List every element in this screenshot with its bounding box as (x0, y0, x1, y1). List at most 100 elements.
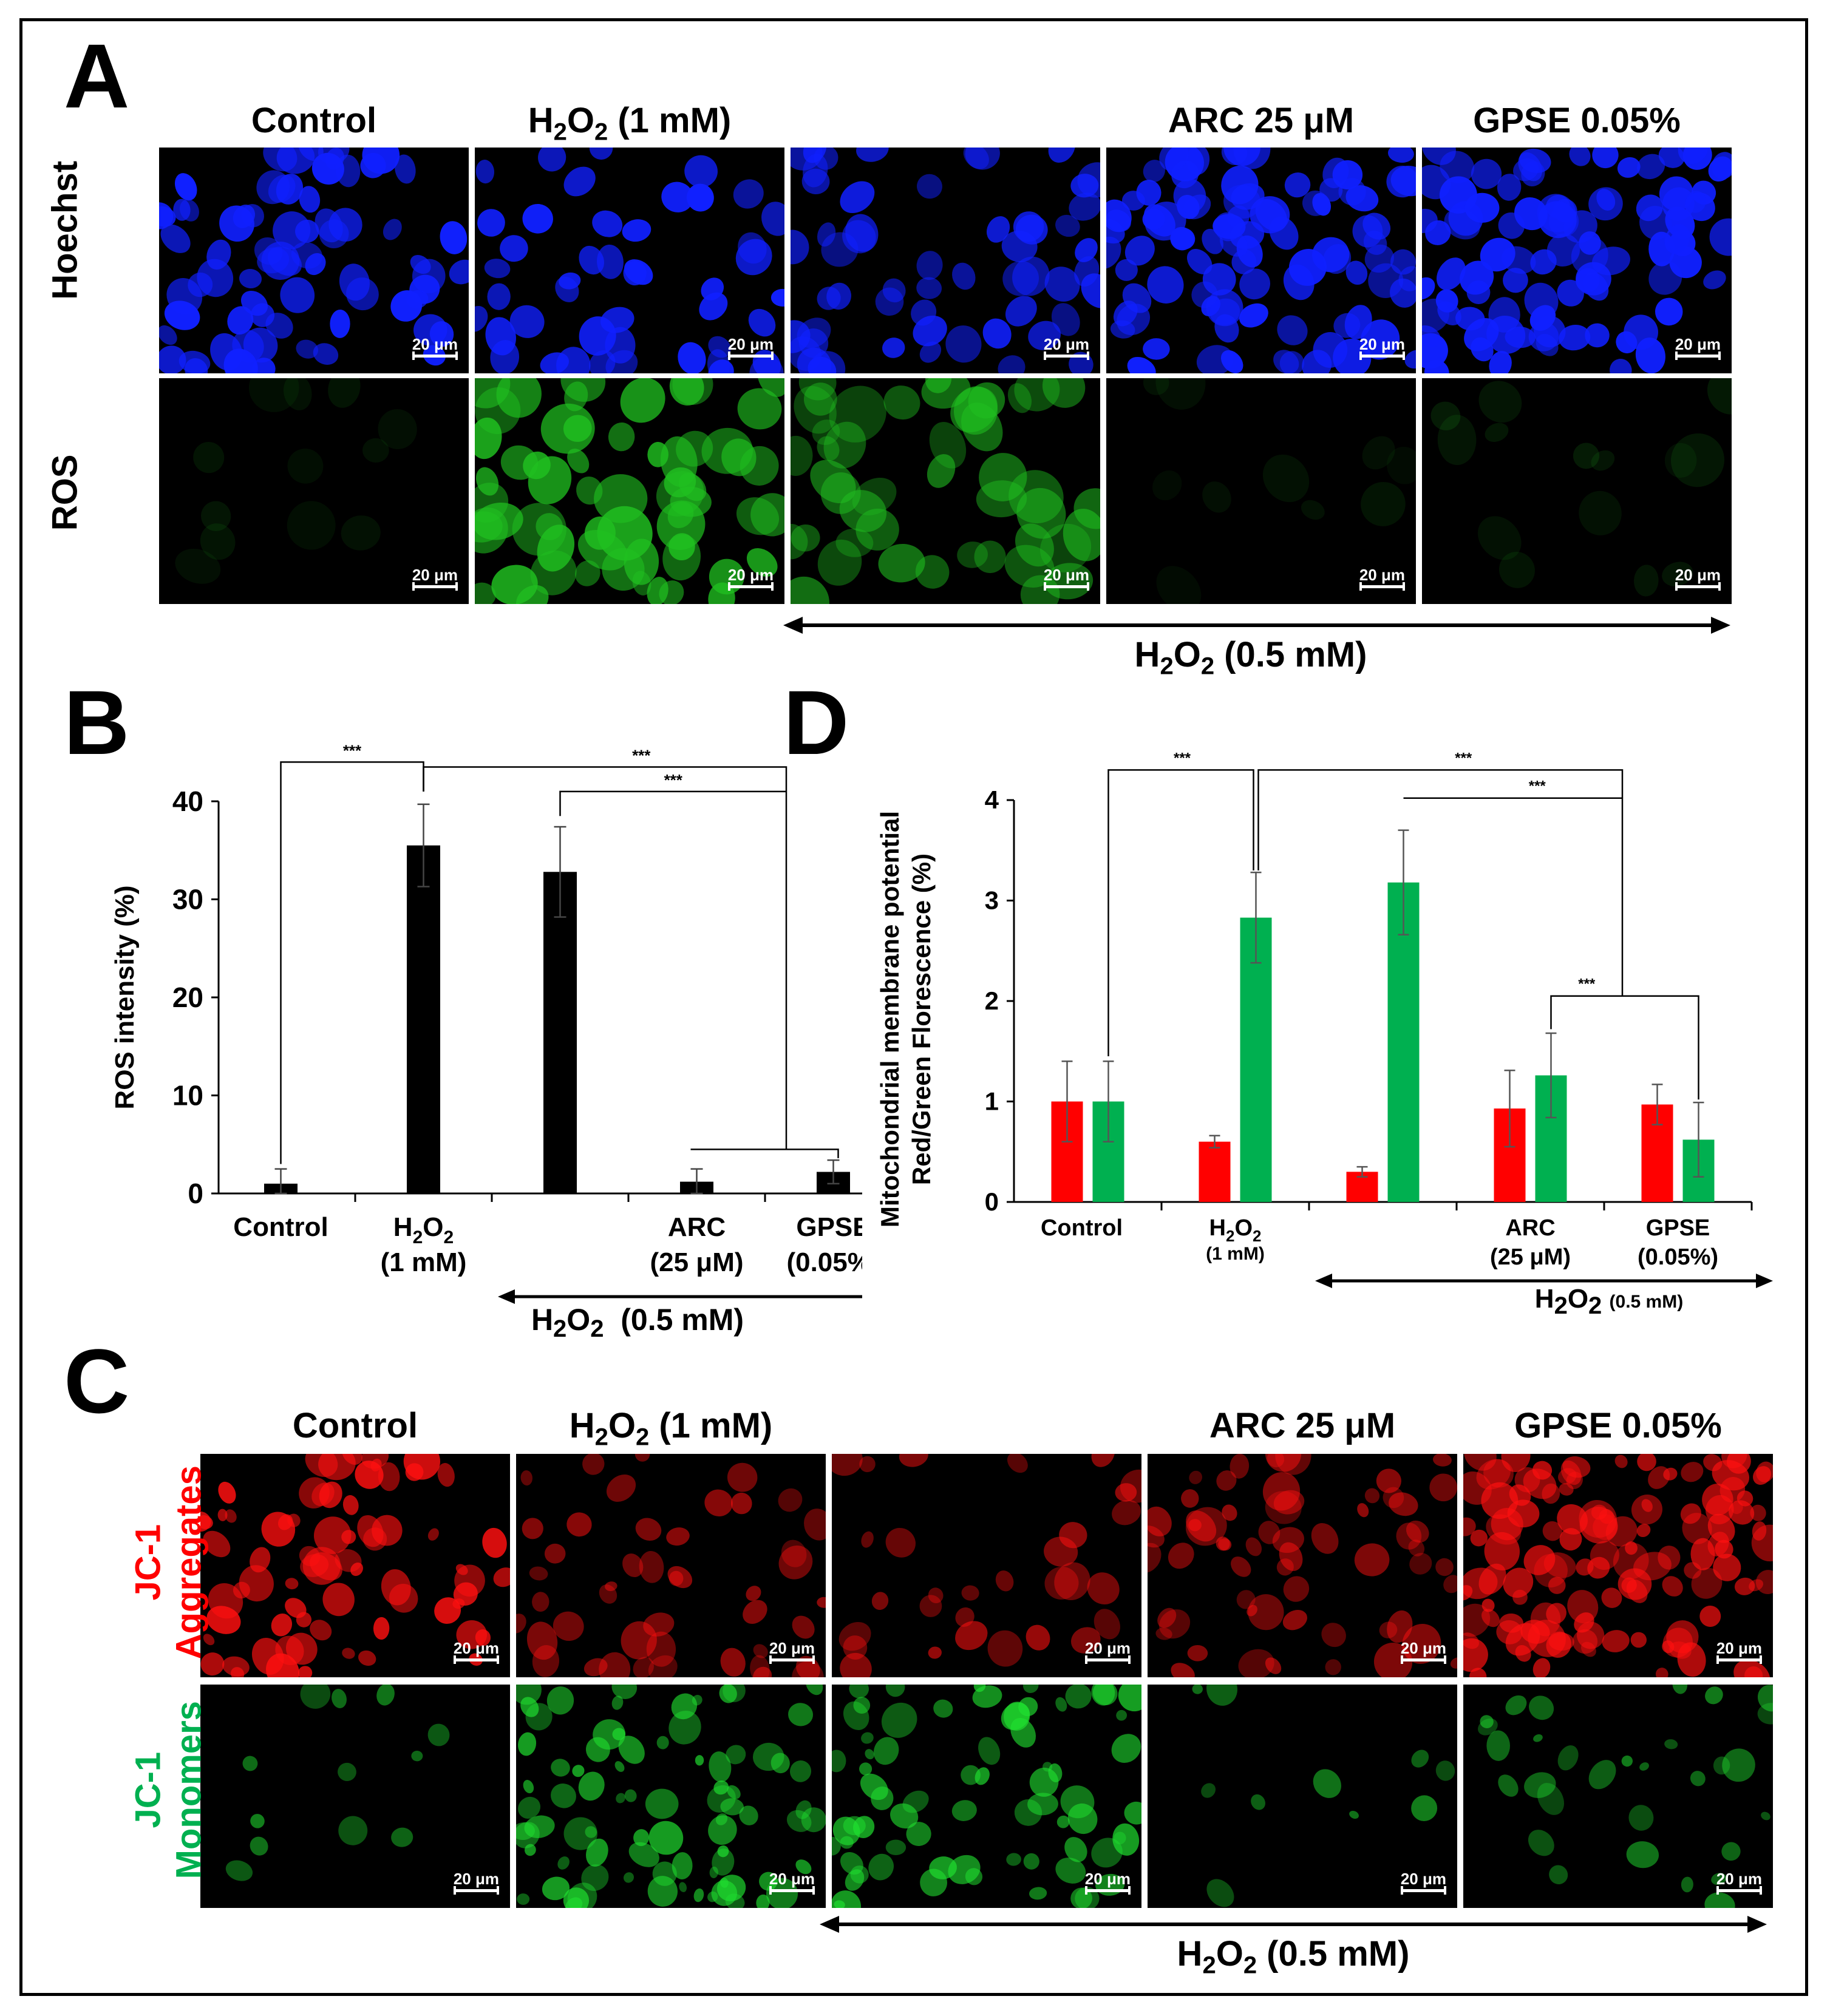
chart-b-xtick-4-1: (0.05%) (786, 1247, 862, 1277)
chart-d-significance-0: *** (1174, 750, 1191, 766)
panel-c-column-title-4: GPSE 0.05% (1514, 1406, 1722, 1445)
panel-a-column-title-3: ARC 25 μM (1168, 101, 1355, 140)
scale-bar: 20 μm (1400, 1640, 1447, 1664)
scale-bar: 20 μm (1675, 566, 1721, 591)
scale-bar-label: 20 μm (1043, 335, 1089, 353)
chart-b-significance-0: *** (343, 741, 362, 759)
chart-d-bar-s1-2 (1387, 882, 1420, 1202)
panel-c-bracket-arrow (820, 1916, 1767, 1933)
scale-bar-label: 20 μm (1359, 566, 1405, 584)
panel-a-letter: A (64, 25, 130, 127)
scale-bar: 20 μm (412, 335, 458, 360)
scale-bar-label: 20 μm (1084, 1870, 1131, 1888)
scale-bar: 20 μm (453, 1640, 500, 1664)
panel-a-image-ros-0: 20 μm (159, 378, 469, 604)
chart-d-significance-2: *** (1529, 778, 1546, 795)
panel-c-image-aggregates-2: 20 μm (832, 1454, 1141, 1677)
row-label-ros-text: ROS (45, 454, 85, 531)
chart-d-ylabel-1: Red/Green Florescence (%) (907, 854, 936, 1185)
chart-d-bar-s1-1 (1240, 917, 1272, 1202)
panel-c-image-monomers-1: 20 μm (516, 1685, 826, 1908)
scale-bar: 20 μm (453, 1871, 500, 1895)
scale-bar: 20 μm (1359, 335, 1406, 360)
panel-a-bracket-arrow (783, 617, 1730, 634)
scale-bar-label: 20 μm (1675, 566, 1721, 584)
panel-a-image-hoechst-4: 20 μm (1422, 148, 1732, 373)
panel-c-image-aggregates-4: 20 μm (1463, 1454, 1773, 1677)
scale-bar-label: 20 μm (727, 335, 774, 353)
chart-b-xtick-1-1: (1 mM) (381, 1247, 467, 1277)
row-label-jc1-aggregates-line2: Aggregates (169, 1465, 208, 1660)
chart-d-xtick-1-0: H2O2 (1209, 1215, 1262, 1245)
chart-b: 0 10 20 30 40 ROS intensity (%) Control H2O2(1 … (110, 741, 862, 1304)
panel-a-image-hoechst-0: 20 μm (159, 148, 469, 373)
scale-bar-label: 20 μm (412, 566, 458, 584)
scale-bar-label: 20 μm (1084, 1639, 1131, 1657)
row-label-jc1-monomers-text: JC-1 Monomers (128, 1669, 209, 1912)
scale-bar: 20 μm (727, 567, 774, 591)
scale-bar: 20 μm (1084, 1870, 1131, 1895)
scale-bar: 20 μm (1716, 1640, 1763, 1664)
panel-a-image-hoechst-2: 20 μm (791, 148, 1100, 373)
panel-a-column-title-0: Control (251, 101, 377, 140)
chart-d-xtick-0-0: Control (1041, 1215, 1123, 1241)
panel-c-image-monomers-3: 20 μm (1148, 1685, 1457, 1908)
panel-c-bracket-label: H2O2 (0.5 mM) (1177, 1934, 1410, 1979)
scale-bar: 20 μm (727, 335, 774, 360)
chart-d-ytick-4: 4 (985, 786, 999, 814)
chart-b-ytick-2: 20 (172, 982, 203, 1013)
chart-b-xtick-4-0: GPSE (796, 1212, 862, 1242)
row-label-jc1-monomers-line2: Monomers (169, 1701, 208, 1879)
scale-bar: 20 μm (1043, 335, 1090, 360)
panel-a-column-title-1: H2O2 (1 mM) (528, 101, 732, 146)
chart-b-ytick-1: 10 (172, 1080, 203, 1112)
scale-bar: 20 μm (769, 1871, 815, 1895)
scale-bar: 20 μm (769, 1639, 815, 1664)
scale-bar-label: 20 μm (1675, 335, 1721, 353)
scale-bar-label: 20 μm (769, 1639, 815, 1657)
chart-b-xtick-1-0: H2O2 (393, 1212, 454, 1247)
scale-bar: 20 μm (412, 566, 458, 591)
scale-bar: 20 μm (1043, 566, 1090, 591)
chart-b-xtick-0-0: Control (233, 1212, 328, 1242)
chart-d-significance-1: *** (1455, 750, 1472, 766)
scale-bar: 20 μm (1716, 1870, 1763, 1895)
chart-b-ytick-4: 40 (172, 786, 203, 817)
scale-bar-label: 20 μm (1716, 1870, 1762, 1888)
scale-bar: 20 μm (1359, 566, 1406, 591)
panel-b-bracket-label: H2O2 (0.5 mM) (531, 1303, 744, 1342)
scale-bar: 20 μm (1084, 1639, 1131, 1664)
scale-bar-label: 20 μm (412, 335, 458, 353)
chart-d-significance-3: *** (1578, 976, 1596, 993)
chart-b-xtick-3-1: (25 μM) (650, 1247, 743, 1277)
chart-d-ytick-0: 0 (985, 1187, 999, 1216)
panel-c-letter: C (64, 1330, 130, 1432)
chart-b-bar-1 (407, 845, 440, 1193)
chart-b-ytick-3: 30 (172, 884, 203, 915)
chart-b-xtick-3-0: ARC (668, 1212, 726, 1242)
panel-a-image-ros-1: 20 μm (475, 378, 784, 604)
chart-d-bar-s0-1 (1199, 1141, 1231, 1202)
panel-a-image-ros-4: 20 μm (1422, 378, 1732, 604)
panel-c-image-monomers-4: 20 μm (1463, 1685, 1773, 1908)
row-label-jc1-aggregates-line1: JC-1 (128, 1524, 168, 1601)
panel-a-image-hoechst-1: 20 μm (475, 148, 784, 373)
chart-b-bar-2 (543, 872, 577, 1193)
chart-b-ytick-0: 0 (188, 1178, 203, 1209)
panel-c-image-aggregates-0: 20 μm (200, 1454, 510, 1677)
scale-bar-label: 20 μm (1359, 335, 1405, 353)
chart-b-ylabel: ROS intensity (%) (110, 885, 140, 1109)
panel-c-image-monomers-0: 20 μm (200, 1685, 510, 1908)
chart-d-xtick-4-0: GPSE (1646, 1215, 1710, 1241)
chart-d: 0 1 2 3 4 Mitochondrial membrane potential Red… (876, 750, 1773, 1288)
scale-bar-label: 20 μm (1043, 566, 1089, 584)
panel-c-column-title-3: ARC 25 μM (1209, 1406, 1396, 1445)
chart-d-xtick-4-1: (0.05%) (1638, 1244, 1718, 1270)
chart-d-ytick-3: 3 (985, 886, 999, 915)
chart-b-significance-2: *** (664, 771, 683, 789)
panel-d-letter: D (783, 671, 849, 773)
scale-bar-label: 20 μm (1400, 1870, 1446, 1888)
panel-a-bracket-label: H2O2 (0.5 mM) (1134, 635, 1367, 680)
figure-frame (19, 18, 1808, 1996)
panel-c-image-monomers-2: 20 μm (832, 1685, 1141, 1908)
